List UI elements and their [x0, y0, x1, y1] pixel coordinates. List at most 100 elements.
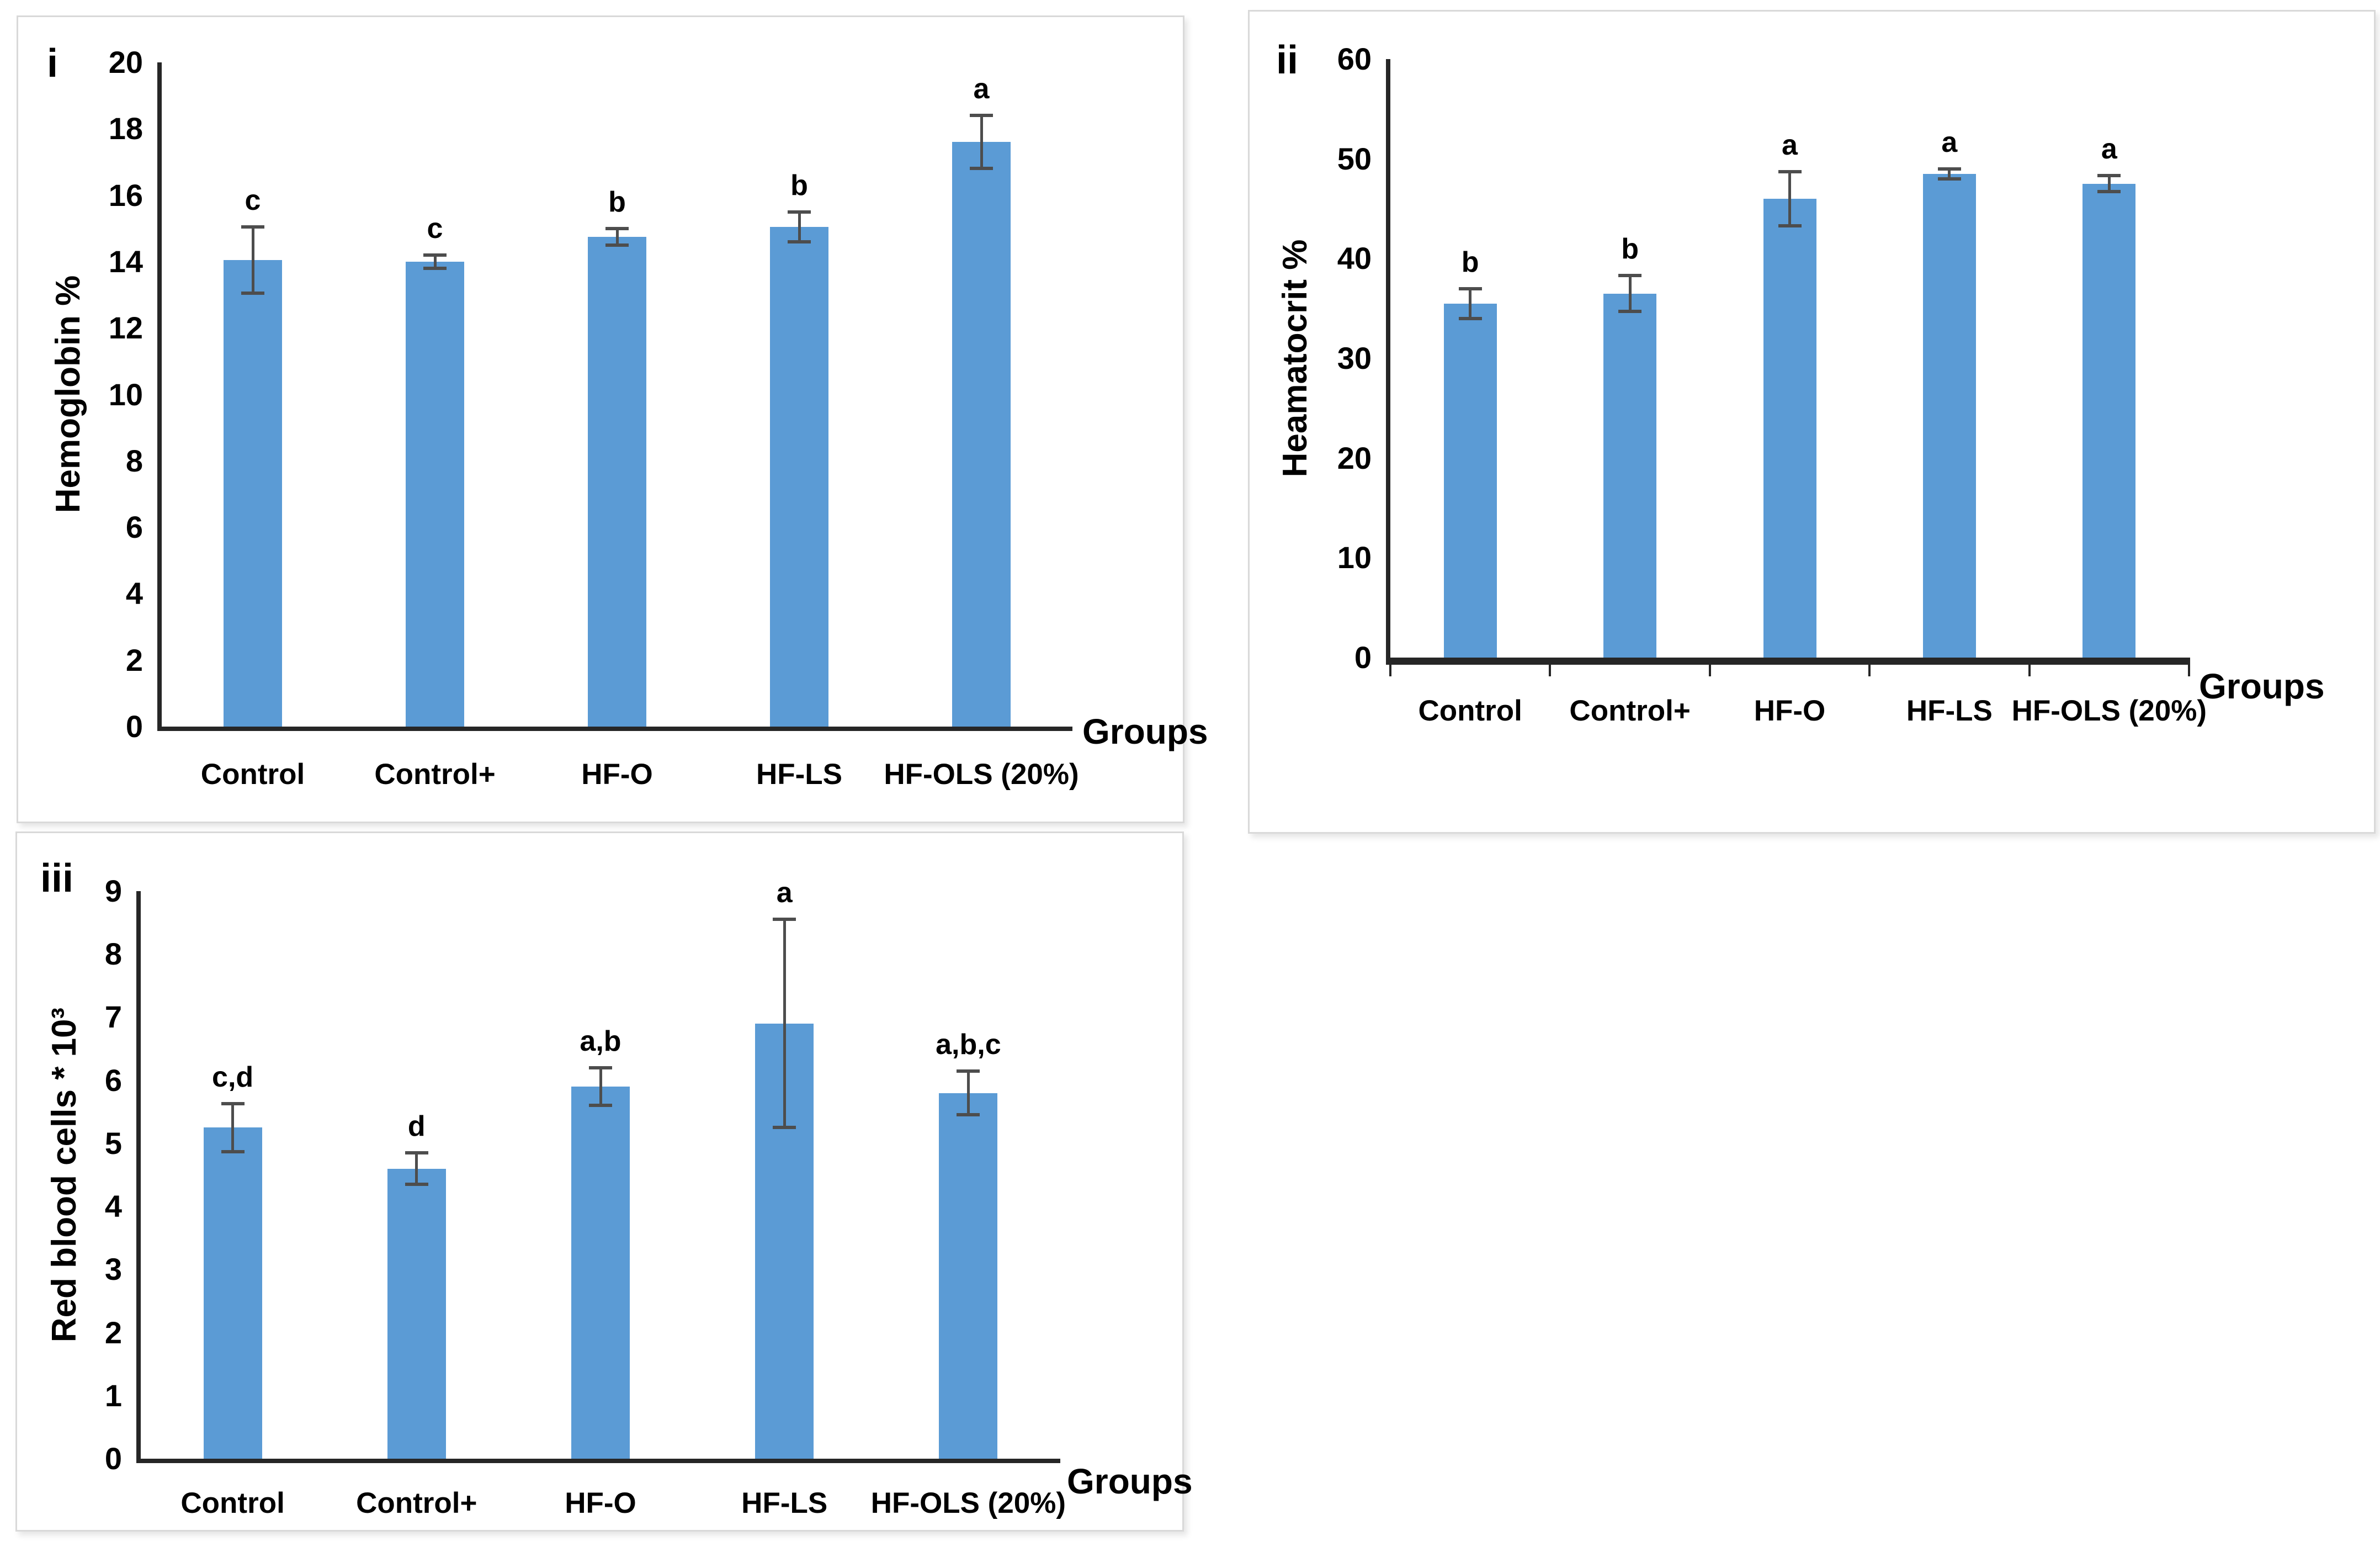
error-bar-cap — [405, 1151, 428, 1155]
error-bar-cap — [1618, 274, 1642, 278]
error-bar-cap — [405, 1183, 428, 1186]
error-bar-cap — [423, 253, 447, 257]
error-bar-cap — [970, 167, 993, 171]
significance-letter: c,d — [212, 1061, 254, 1093]
y-axis-title-heamatocrit: Heamatocrit % — [1276, 239, 1314, 478]
panel-label-ii: ii — [1276, 38, 1299, 82]
y-tick-label: 6 — [104, 1062, 122, 1098]
significance-letter: c — [427, 212, 443, 245]
x-category-label: HF-O — [565, 1487, 636, 1519]
bar-Control+ — [406, 261, 464, 727]
y-tick-label: 30 — [1337, 341, 1372, 375]
bar-HF-OLS (20%) — [952, 142, 1011, 727]
error-bar-cap — [970, 114, 993, 118]
y-tick-label: 0 — [104, 1441, 122, 1476]
error-bar-cap — [589, 1104, 612, 1108]
y-tick-label: 18 — [108, 111, 143, 146]
error-bar-line — [415, 1153, 418, 1185]
significance-letter: a — [1782, 129, 1798, 162]
error-bar-line — [251, 226, 254, 294]
y-tick-label: 9 — [104, 873, 122, 908]
x-category-label: Control+ — [1569, 695, 1691, 727]
y-axis-line — [136, 891, 141, 1459]
bar-Control — [203, 1127, 262, 1459]
y-tick-label: 4 — [104, 1189, 122, 1224]
error-bar-line — [1948, 168, 1951, 179]
error-bar-cap — [1618, 310, 1642, 314]
error-bar-cap — [1937, 167, 1961, 171]
error-bar-cap — [1778, 170, 1802, 174]
y-tick-label: 2 — [104, 1315, 122, 1350]
error-bar-line — [1788, 172, 1791, 226]
x-axis-tick — [2028, 658, 2031, 676]
error-bar-line — [783, 919, 786, 1128]
x-axis-line — [1386, 658, 2189, 665]
significance-letter: a,b,c — [936, 1028, 1001, 1061]
significance-letter: b — [790, 169, 808, 202]
bar-HF-O — [571, 1087, 630, 1459]
error-bar-cap — [589, 1066, 612, 1069]
x-category-label: HF-LS — [756, 758, 843, 791]
y-axis-line — [1386, 59, 1390, 658]
error-bar-cap — [2097, 174, 2121, 178]
y-tick-label: 16 — [108, 177, 143, 213]
x-axis-line — [157, 727, 1072, 731]
x-axis-tick — [2188, 658, 2190, 676]
error-bar-line — [433, 255, 437, 268]
y-tick-label: 1 — [104, 1378, 122, 1413]
bar-HF-OLS (20%) — [939, 1093, 998, 1459]
error-bar-line — [615, 228, 619, 245]
error-bar-cap — [241, 292, 264, 295]
x-category-label: HF-OLS (20%) — [884, 758, 1079, 791]
error-bar-cap — [788, 210, 811, 214]
bar-Control — [1443, 303, 1497, 658]
y-tick-label: 40 — [1337, 241, 1372, 276]
y-axis-line — [157, 62, 162, 727]
error-bar-cap — [773, 918, 796, 921]
error-bar-cap — [957, 1069, 980, 1073]
x-category-label: HF-OLS (20%) — [2011, 695, 2207, 727]
bar-HF-OLS (20%) — [2082, 183, 2136, 658]
y-tick-label: 20 — [108, 45, 143, 80]
error-bar-cap — [221, 1101, 245, 1105]
error-bar-cap — [2097, 190, 2121, 194]
significance-letter: d — [407, 1110, 426, 1143]
error-bar-cap — [1458, 287, 1482, 290]
x-category-label: HF-OLS (20%) — [870, 1487, 1066, 1519]
error-bar-cap — [221, 1150, 245, 1153]
x-category-label: Control+ — [374, 758, 496, 791]
panel-red-blood-cells: iii Red blood cells * 10³ 0 1 2 3 4 5 6 7 8 9 c,d C… — [15, 831, 1193, 1532]
y-tick-label: 14 — [108, 243, 143, 279]
x-category-label: HF-O — [1754, 695, 1826, 727]
y-tick-label: 6 — [125, 510, 143, 545]
x-category-label: Control+ — [356, 1487, 477, 1519]
x-axis-tick — [1549, 658, 1552, 676]
significance-letter: a — [973, 73, 990, 105]
panel-label-i: i — [47, 41, 59, 86]
error-bar-cap — [605, 243, 629, 247]
x-category-label: Control — [180, 1487, 285, 1519]
bar-HF-LS — [1922, 173, 1976, 658]
y-axis-title-red-blood-cells: Red blood cells * 10³ — [45, 1007, 83, 1343]
significance-letter: b — [1461, 246, 1479, 278]
bar-Control+ — [1603, 293, 1657, 658]
error-bar-cap — [423, 266, 447, 270]
error-bar-line — [798, 211, 801, 242]
y-tick-label: 0 — [1354, 640, 1372, 675]
x-axis-title-groups: Groups — [1067, 1461, 1193, 1501]
error-bar-line — [2107, 176, 2111, 192]
significance-letter: b — [1621, 233, 1639, 266]
x-axis-title-groups: Groups — [1082, 712, 1208, 751]
bar-HF-O — [1763, 198, 1816, 658]
y-tick-label: 3 — [104, 1252, 122, 1287]
y-tick-label: 8 — [125, 443, 143, 478]
error-bar-line — [966, 1071, 970, 1115]
error-bar-line — [980, 115, 983, 169]
x-axis-tick — [1868, 658, 1871, 676]
error-bar-cap — [788, 240, 811, 243]
error-bar-cap — [1458, 316, 1482, 320]
error-bar-line — [1469, 288, 1472, 319]
plot-area-heamatocrit: 0 10 20 30 40 50 60 b Control b Control+ a HF-O a HF-L… — [1337, 44, 2207, 727]
error-bar-cap — [1778, 224, 1802, 227]
y-tick-label: 5 — [104, 1125, 122, 1161]
